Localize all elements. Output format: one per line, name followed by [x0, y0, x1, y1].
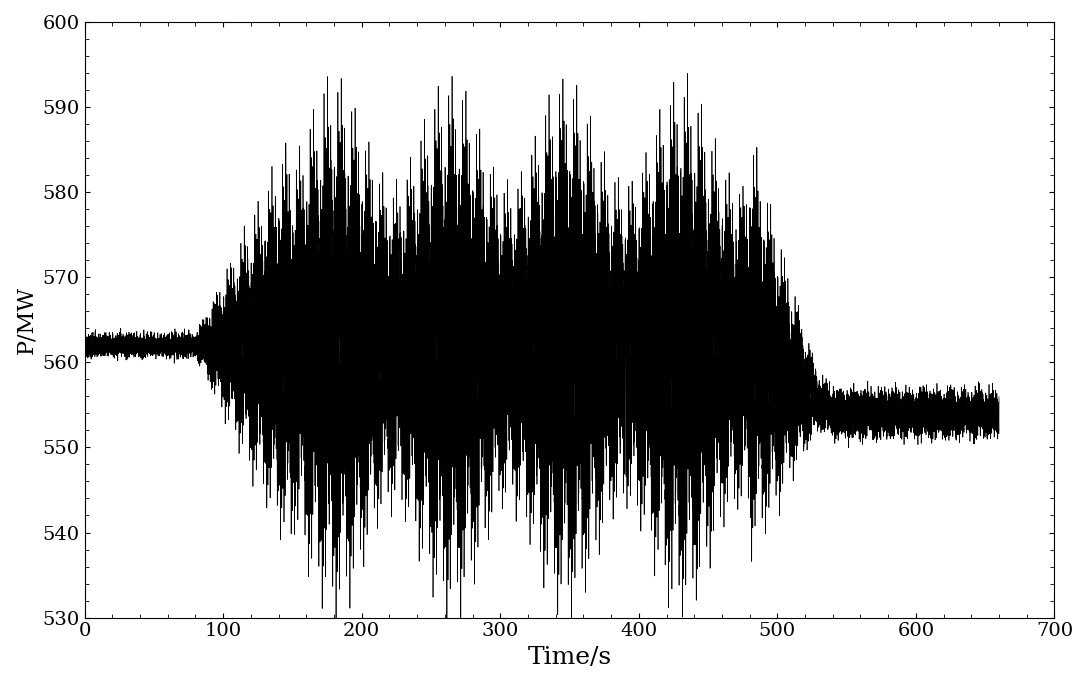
Y-axis label: P/MW: P/MW: [15, 286, 37, 354]
X-axis label: Time/s: Time/s: [528, 646, 611, 669]
